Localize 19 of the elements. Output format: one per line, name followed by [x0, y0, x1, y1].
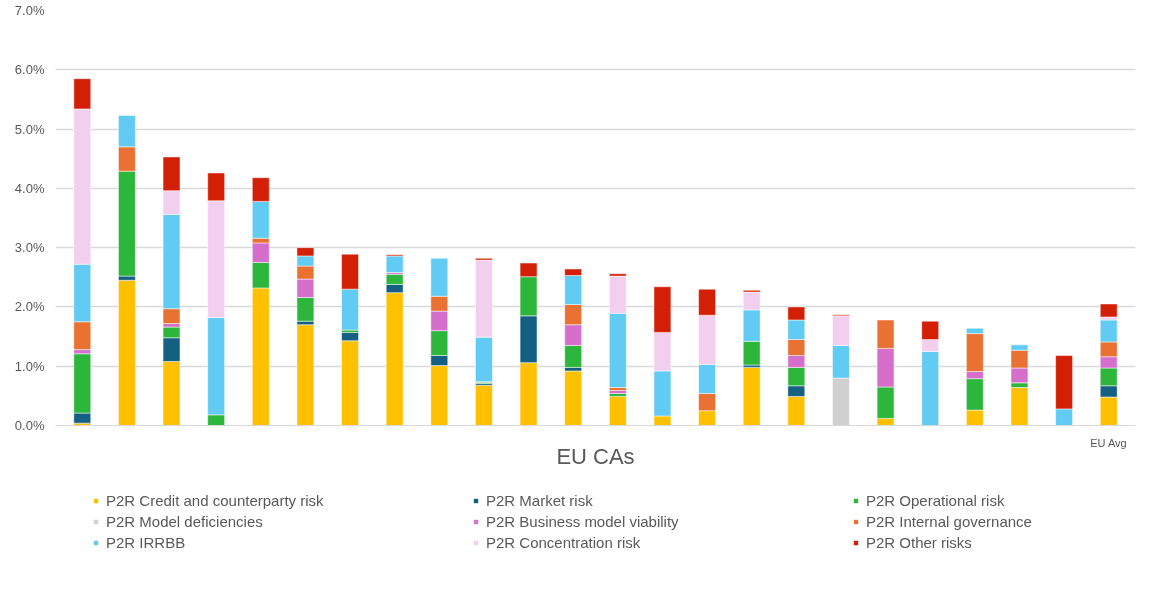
legend-label: P2R Market risk	[486, 492, 593, 509]
y-tick-label: 2.0%	[14, 299, 45, 315]
legend-label: P2R Model deficiencies	[106, 513, 263, 530]
legend-label: P2R Other risks	[866, 534, 972, 551]
x-tick-label: EU Avg	[1090, 436, 1127, 449]
y-tick-label: 4.0%	[14, 180, 45, 196]
y-tick-label: 0.0%	[14, 418, 45, 433]
y-tick-label: 6.0%	[14, 62, 45, 78]
y-tick-label: 7.0%	[14, 3, 45, 18]
legend-label: P2R Concentration risk	[486, 534, 641, 551]
legend-label: P2R Credit and counterparty risk	[106, 492, 324, 509]
legend-label: P2R IRRBB	[106, 534, 186, 551]
y-tick-label: 3.0%	[14, 240, 45, 256]
y-tick-label: 5.0%	[14, 121, 45, 137]
legend-label: P2R Business model viability	[486, 513, 679, 530]
legend-label: P2R Internal governance	[866, 513, 1032, 530]
y-tick-label: 1.0%	[14, 358, 45, 374]
legend-label: P2R Operational risk	[866, 492, 1005, 509]
x-axis-title: EU CAs	[556, 443, 635, 469]
